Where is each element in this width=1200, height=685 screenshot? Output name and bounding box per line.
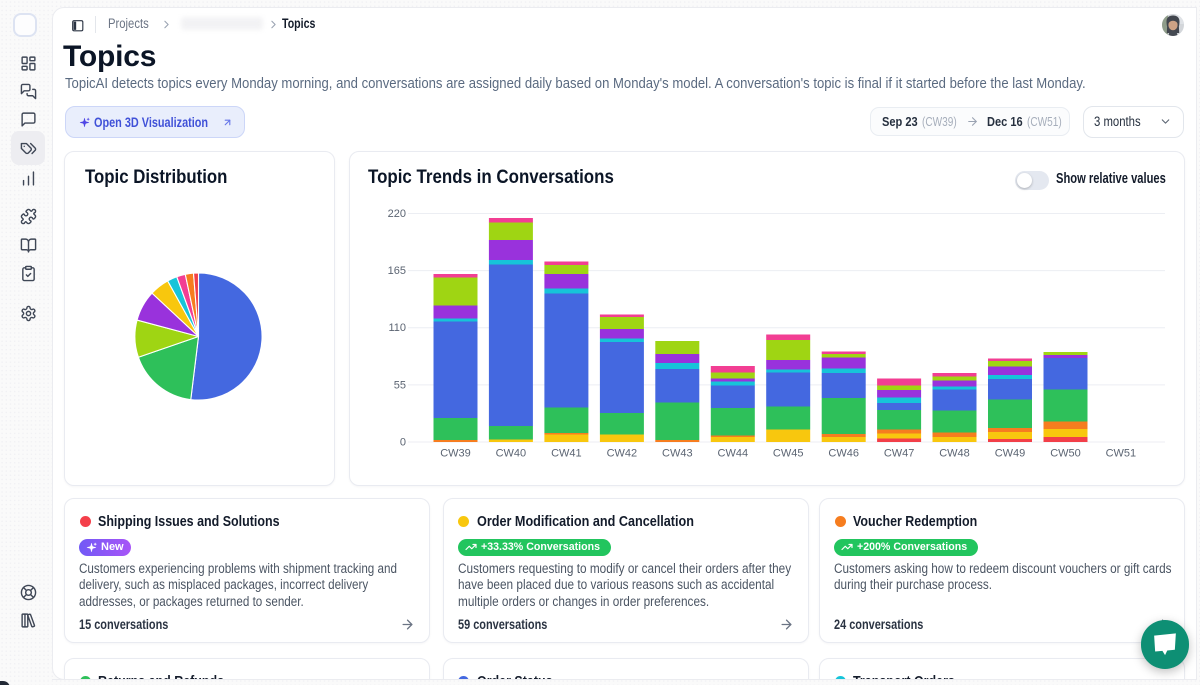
svg-text:CW40: CW40 — [496, 448, 527, 460]
svg-text:CW49: CW49 — [995, 448, 1026, 460]
svg-text:CW46: CW46 — [828, 448, 859, 460]
svg-text:CW50: CW50 — [1050, 448, 1081, 460]
svg-text:0: 0 — [400, 437, 406, 449]
svg-text:CW39: CW39 — [440, 448, 471, 460]
svg-text:CW42: CW42 — [607, 448, 638, 460]
svg-text:110: 110 — [388, 322, 406, 334]
svg-text:CW48: CW48 — [939, 448, 970, 460]
svg-text:55: 55 — [394, 379, 406, 391]
svg-text:CW43: CW43 — [662, 448, 693, 460]
svg-text:CW45: CW45 — [773, 448, 804, 460]
svg-text:165: 165 — [388, 265, 406, 277]
svg-text:CW44: CW44 — [718, 448, 749, 460]
svg-text:CW47: CW47 — [884, 448, 915, 460]
svg-text:CW41: CW41 — [551, 448, 582, 460]
svg-text:220: 220 — [388, 208, 406, 220]
svg-text:CW51: CW51 — [1106, 448, 1137, 460]
